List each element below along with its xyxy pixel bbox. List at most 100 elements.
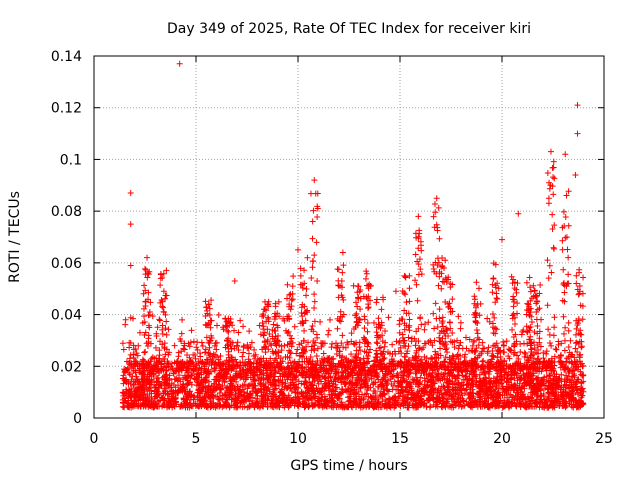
data-point xyxy=(248,339,255,346)
data-point xyxy=(136,329,143,336)
data-point xyxy=(160,390,167,397)
data-point xyxy=(254,392,261,399)
data-point xyxy=(165,326,172,333)
data-point xyxy=(399,388,406,395)
data-point xyxy=(327,374,334,381)
data-point xyxy=(216,362,223,369)
data-point xyxy=(415,367,422,374)
data-point xyxy=(214,322,221,329)
data-point xyxy=(200,360,207,367)
data-point xyxy=(321,375,328,382)
x-tick-label: 15 xyxy=(391,431,409,447)
data-point xyxy=(515,356,522,363)
data-point xyxy=(285,360,292,367)
data-point xyxy=(466,336,473,343)
data-point xyxy=(295,403,302,410)
data-point xyxy=(161,386,168,393)
data-point xyxy=(214,384,221,391)
data-point xyxy=(458,383,465,390)
data-point xyxy=(579,392,586,399)
data-point xyxy=(409,396,416,403)
data-point xyxy=(235,346,242,353)
data-point xyxy=(543,348,550,355)
data-point xyxy=(192,355,199,362)
data-point xyxy=(499,384,506,391)
data-point xyxy=(139,369,146,376)
data-point xyxy=(506,355,513,362)
data-point xyxy=(322,367,329,374)
data-point xyxy=(514,395,521,402)
data-point xyxy=(525,356,532,363)
data-point xyxy=(126,355,133,362)
data-point xyxy=(179,316,186,323)
data-point xyxy=(357,347,364,354)
data-point xyxy=(304,339,311,346)
data-point xyxy=(317,318,324,325)
data-point xyxy=(458,403,465,410)
data-point xyxy=(193,344,200,351)
data-point xyxy=(194,382,201,389)
data-point xyxy=(190,351,197,358)
data-point xyxy=(553,346,560,353)
data-point xyxy=(296,341,303,348)
data-point xyxy=(571,374,578,381)
data-point xyxy=(201,392,208,399)
data-point xyxy=(187,339,194,346)
data-point xyxy=(382,327,389,334)
data-point xyxy=(381,390,388,397)
data-point xyxy=(444,349,451,356)
data-point xyxy=(545,395,552,402)
data-point xyxy=(501,366,508,373)
data-point xyxy=(371,367,378,374)
data-point xyxy=(484,315,491,322)
data-point xyxy=(133,350,140,357)
data-point xyxy=(144,343,151,350)
data-point xyxy=(372,388,379,395)
data-point xyxy=(485,344,492,351)
x-tick-label: 5 xyxy=(192,431,201,447)
data-point xyxy=(131,381,138,388)
data-point xyxy=(397,344,404,351)
data-point xyxy=(391,378,398,385)
data-point xyxy=(384,377,391,384)
data-point xyxy=(193,366,200,373)
data-point xyxy=(271,386,278,393)
data-point xyxy=(463,334,470,341)
data-point xyxy=(267,355,274,362)
data-point xyxy=(345,341,352,348)
data-point xyxy=(442,354,449,361)
data-point xyxy=(149,313,156,320)
data-point xyxy=(476,394,483,401)
data-point xyxy=(389,341,396,348)
data-point xyxy=(343,355,350,362)
data-point xyxy=(202,359,209,366)
data-point xyxy=(561,337,568,344)
data-point xyxy=(199,343,206,350)
data-point xyxy=(543,350,550,357)
data-point xyxy=(442,404,449,411)
data-point xyxy=(451,399,458,406)
data-point xyxy=(190,338,197,345)
data-point xyxy=(336,393,343,400)
data-point xyxy=(457,352,464,359)
data-point xyxy=(462,366,469,373)
data-point xyxy=(253,399,260,406)
data-point xyxy=(455,368,462,375)
data-point xyxy=(134,360,141,367)
data-point xyxy=(486,318,493,325)
data-point xyxy=(204,368,211,375)
data-point xyxy=(323,400,330,407)
data-point xyxy=(548,342,555,349)
data-point xyxy=(364,319,371,326)
data-points xyxy=(119,60,587,411)
data-point xyxy=(119,375,126,382)
data-point xyxy=(250,353,257,360)
data-point xyxy=(242,369,249,376)
data-point xyxy=(314,357,321,364)
data-point xyxy=(452,359,459,366)
data-point xyxy=(355,351,362,358)
data-point xyxy=(570,370,577,377)
data-point xyxy=(240,323,247,330)
data-point xyxy=(298,388,305,395)
data-point xyxy=(259,393,266,400)
